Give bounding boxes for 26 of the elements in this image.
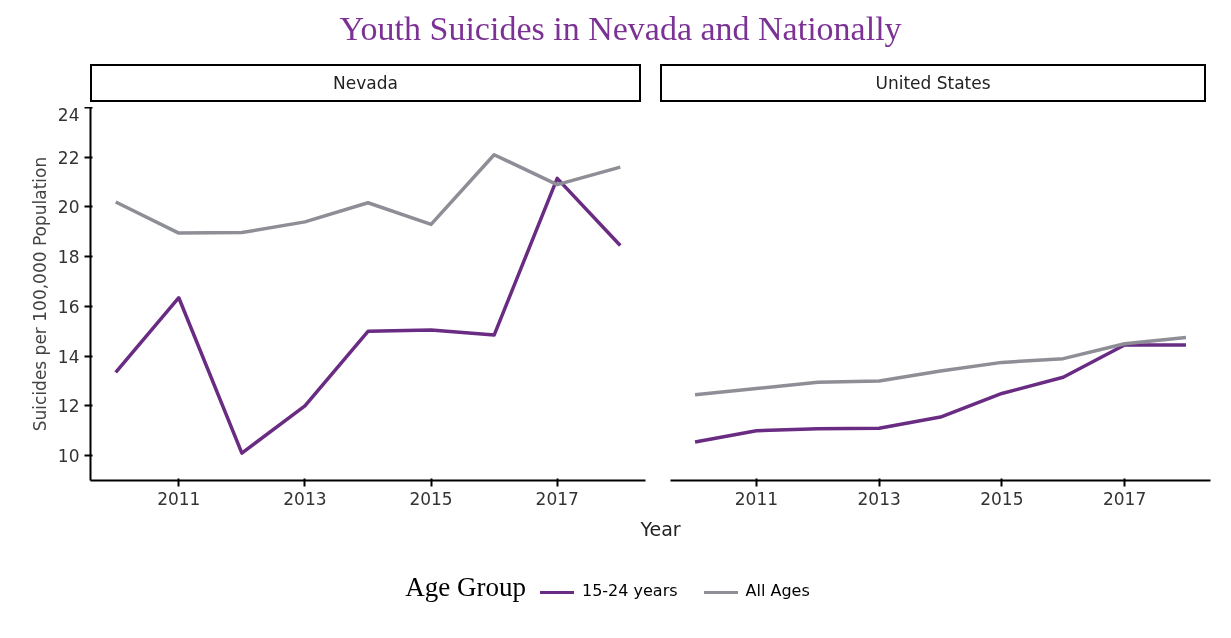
line-series bbox=[113, 153, 623, 235]
x-tick-label: 2017 bbox=[535, 488, 579, 509]
x-axis-title: Year bbox=[640, 517, 681, 542]
y-tick-label: 10 bbox=[57, 446, 80, 467]
y-tick-label: 18 bbox=[57, 247, 80, 268]
x-tick-label: 2013 bbox=[857, 488, 901, 509]
y-tick-label: 24 bbox=[57, 104, 80, 125]
y-tick-label: 14 bbox=[57, 346, 80, 367]
chart-subtitle: United States bbox=[875, 72, 991, 95]
x-tick-label: 2013 bbox=[283, 488, 327, 509]
chart-subtitle: Nevada bbox=[333, 72, 398, 95]
y-tick-label: 16 bbox=[57, 296, 80, 317]
x-tick-label: 2017 bbox=[1102, 488, 1147, 509]
legend-label: 15-24 years bbox=[581, 581, 678, 600]
x-tick-label: 2015 bbox=[980, 488, 1024, 509]
y-axis-title: Suicides per 100,000 Population bbox=[29, 156, 50, 432]
legend-title: Age Group bbox=[405, 572, 526, 602]
x-tick-label: 2015 bbox=[409, 488, 453, 509]
y-tick-label: 22 bbox=[57, 147, 80, 168]
line-series bbox=[113, 176, 623, 455]
x-tick-label: 2011 bbox=[734, 488, 779, 509]
y-tick-label: 20 bbox=[57, 197, 80, 218]
chart-title: Youth Suicides in Nevada and Nationally bbox=[339, 9, 902, 49]
x-tick-label: 2011 bbox=[157, 488, 201, 509]
legend-label: All Ages bbox=[745, 581, 810, 600]
y-tick-label: 12 bbox=[57, 396, 80, 417]
